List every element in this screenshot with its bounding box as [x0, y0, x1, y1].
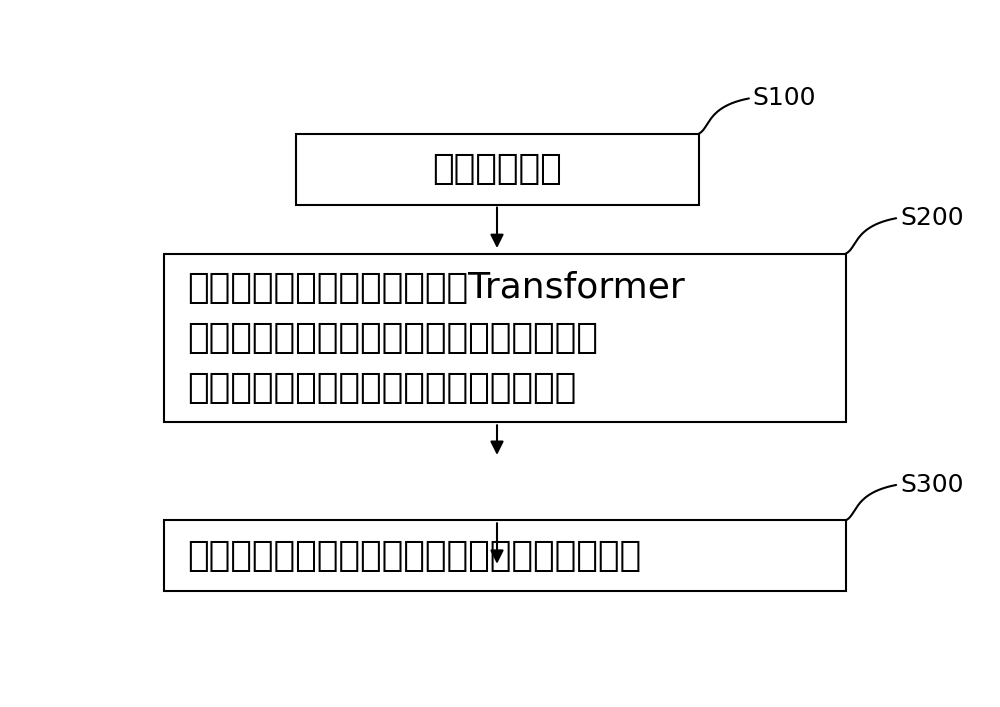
FancyBboxPatch shape [164, 254, 846, 422]
Text: S300: S300 [900, 473, 964, 497]
Text: S200: S200 [900, 206, 964, 230]
FancyBboxPatch shape [164, 520, 846, 591]
Text: S100: S100 [753, 86, 816, 110]
Text: 基于预设的基于编解码结构的Transformer
生成器模块、预设的判别器结构模块和预设
的损失函数构建生成对抗网络的整体框架: 基于预设的基于编解码结构的Transformer 生成器模块、预设的判别器结构模… [187, 271, 685, 405]
Text: 获取原始图像: 获取原始图像 [432, 152, 562, 186]
FancyBboxPatch shape [296, 134, 698, 204]
Text: 将原始图像输入整体框架，并得到物质分离图像: 将原始图像输入整体框架，并得到物质分离图像 [187, 539, 641, 573]
